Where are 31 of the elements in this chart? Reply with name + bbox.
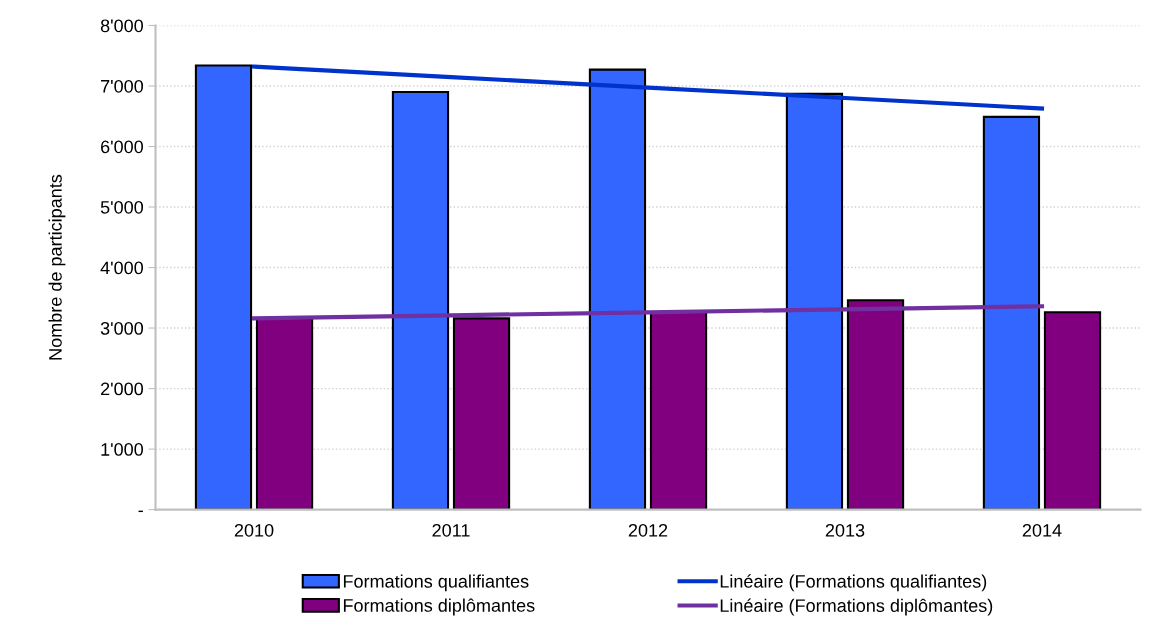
- bar: [194, 64, 253, 510]
- line-series: [251, 64, 1045, 111]
- bar: [1043, 311, 1102, 510]
- bar: [846, 299, 905, 510]
- bar: [785, 92, 844, 510]
- x-tick-label: 2011: [432, 523, 470, 537]
- y-tick-label: 3'000: [100, 321, 144, 335]
- bar: [649, 311, 708, 510]
- y-tick-label: 7'000: [101, 79, 144, 93]
- legend-label: Linéaire (Formations qualifiantes): [720, 574, 987, 592]
- y-tick-label: -: [138, 510, 143, 513]
- y-tick-label: 6'000: [101, 140, 144, 154]
- bar: [452, 317, 511, 510]
- bar: [982, 115, 1041, 510]
- legend-label: Formations qualifiantes: [343, 574, 529, 592]
- x-tick-label: 2012: [628, 523, 668, 537]
- bar: [255, 317, 314, 510]
- x-tick-label: 2014: [1022, 523, 1062, 537]
- legend-label: Formations diplômantes: [343, 598, 535, 616]
- y-tick-label: 4'000: [100, 261, 144, 275]
- y-tick-label: 5'000: [100, 200, 144, 214]
- y-tick-label: 1'000: [101, 443, 144, 456]
- line-series: [251, 304, 1045, 321]
- y-tick-label: 2'000: [101, 382, 144, 396]
- bar: [391, 91, 450, 510]
- x-tick-label: 2013: [825, 523, 865, 537]
- y-tick-label: 8'000: [100, 19, 144, 33]
- x-tick-label: 2010: [234, 523, 274, 537]
- y-axis-title: Nombre de participants: [48, 174, 66, 360]
- bar: [588, 68, 647, 510]
- legend-label: Linéaire (Formations diplômantes): [720, 598, 993, 616]
